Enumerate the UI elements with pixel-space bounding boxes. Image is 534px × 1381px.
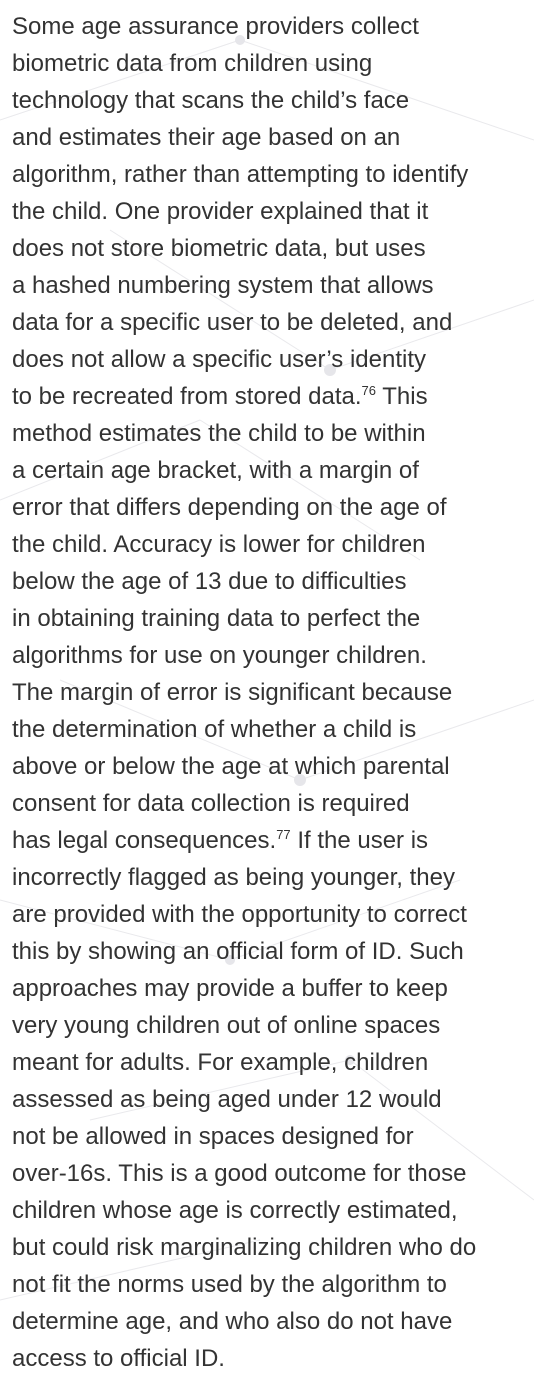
line-text: to be recreated from stored data. [12,383,362,410]
text-line: Some age assurance providers collect [12,8,534,45]
line-text: has legal consequences. [12,827,277,854]
network-node [345,1055,355,1065]
network-line [0,1239,261,1301]
text-line: and estimates their age based on an [12,119,534,156]
line-text: below the age of 13 due to difficulties [12,568,407,595]
text-line: very young children out of online spaces [12,1007,534,1044]
line-text: the child. One provider explained that i… [12,198,429,225]
line-text: meant for adults. For example, children [12,1049,429,1076]
line-text: this by showing an official form of ID. … [12,938,464,965]
line-text: The margin of error is significant becau… [12,679,453,706]
line-text: This [376,383,428,410]
network-line [239,39,534,141]
line-text: does not store biometric data, but uses [12,235,426,262]
text-line: but could risk marginalizing children wh… [12,1229,534,1266]
line-text: approaches may provide a buffer to keep [12,975,448,1002]
text-line: technology that scans the child’s face [12,82,534,119]
text-line: biometric data from children using [12,45,534,82]
text-line: this by showing an official form of ID. … [12,933,534,970]
line-text: a hashed numbering system that allows [12,272,434,299]
text-line: The margin of error is significant becau… [12,674,534,711]
line-text: not fit the norms used by the algorithm … [12,1271,447,1298]
network-line [0,899,231,961]
network-line [0,419,201,501]
network-line [59,679,301,781]
line-text: assessed as being aged under 12 would [12,1086,442,1113]
line-text: children whose age is correctly estimate… [12,1197,458,1224]
network-line [89,1059,351,1121]
text-line: in obtaining training data to perfect th… [12,600,534,637]
text-line: below the age of 13 due to difficulties [12,563,534,600]
text-line: above or below the age at which parental [12,748,534,785]
text-line: does not allow a specific user’s identit… [12,341,534,378]
footnote-ref: 77 [276,827,291,842]
line-text: does not allow a specific user’s identit… [12,346,426,373]
text-line: method estimates the child to be within [12,415,534,452]
line-text: error that differs depending on the age … [12,494,447,521]
line-text: are provided with the opportunity to cor… [12,901,467,928]
line-text: method estimates the child to be within [12,420,426,447]
line-text: access to official ID. [12,1345,225,1372]
text-line: assessed as being aged under 12 would [12,1081,534,1118]
text-line: incorrectly flagged as being younger, th… [12,859,534,896]
text-line: algorithm, rather than attempting to ide… [12,156,534,193]
text-line: the child. Accuracy is lower for childre… [12,526,534,563]
text-line: determine age, and who also do not have [12,1303,534,1340]
line-text: and estimates their age based on an [12,124,401,151]
network-line [0,39,241,121]
network-node [324,364,336,376]
line-text: very young children out of online spaces [12,1012,441,1039]
text-line: meant for adults. For example, children [12,1044,534,1081]
text-line: the child. One provider explained that i… [12,193,534,230]
network-node [235,35,245,45]
line-text: algorithms for use on younger children. [12,642,427,669]
network-line [109,229,331,371]
line-text: data for a specific user to be deleted, … [12,309,453,336]
text-line: consent for data collection is required [12,785,534,822]
text-line: does not store biometric data, but uses [12,230,534,267]
text-line: not fit the norms used by the algorithm … [12,1266,534,1303]
network-line [299,699,534,781]
line-text: in obtaining training data to perfect th… [12,605,421,632]
line-text: biometric data from children using [12,50,373,77]
line-text: determine age, and who also do not have [12,1308,453,1335]
line-text: algorithm, rather than attempting to ide… [12,161,469,188]
network-node [225,955,235,965]
line-text: the determination of whether a child is [12,716,417,743]
text-line: over-16s. This is a good outcome for tho… [12,1155,534,1192]
network-line [329,299,534,371]
line-text: not be allowed in spaces designed for [12,1123,414,1150]
line-text: but could risk marginalizing children wh… [12,1234,477,1261]
network-node [294,774,306,786]
network-line [199,419,421,561]
line-text: incorrectly flagged as being younger, th… [12,864,455,891]
line-text: If the user is [290,827,429,854]
text-line: algorithms for use on younger children. [12,637,534,674]
line-text: the child. Accuracy is lower for childre… [12,531,426,558]
network-line [349,1059,534,1201]
line-text: above or below the age at which parental [12,753,450,780]
line-text: Some age assurance providers collect [12,13,419,40]
line-text: consent for data collection is required [12,790,410,817]
footnote-ref: 76 [361,383,376,398]
line-text: over-16s. This is a good outcome for tho… [12,1160,467,1187]
text-line: are provided with the opportunity to cor… [12,896,534,933]
text-line: a hashed numbering system that allows [12,267,534,304]
text-line: access to official ID. [12,1340,534,1377]
text-line: children whose age is correctly estimate… [12,1192,534,1229]
text-line: the determination of whether a child is [12,711,534,748]
text-line: has legal consequences.77 If the user is [12,822,534,859]
text-line: to be recreated from stored data.76 This [12,378,534,415]
network-line [229,879,461,961]
text-line: approaches may provide a buffer to keep [12,970,534,1007]
paragraph: Some age assurance providers collect biom… [12,8,534,1377]
text-line: error that differs depending on the age … [12,489,534,526]
text-line: not be allowed in spaces designed for [12,1118,534,1155]
line-text: technology that scans the child’s face [12,87,410,114]
line-text: a certain age bracket, with a margin of [12,457,419,484]
text-line: data for a specific user to be deleted, … [12,304,534,341]
text-line: a certain age bracket, with a margin of [12,452,534,489]
